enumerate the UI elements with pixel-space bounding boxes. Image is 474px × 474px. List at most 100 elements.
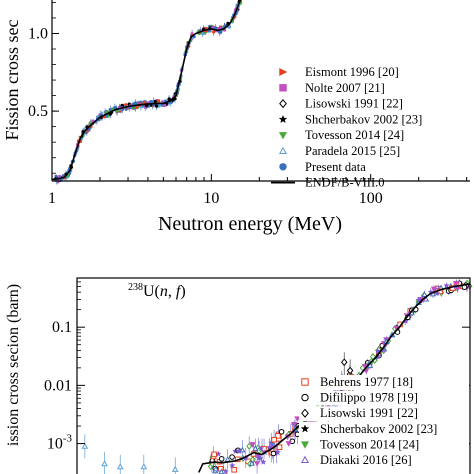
top-data-point (227, 25, 232, 29)
bottom-data-point (274, 448, 281, 456)
top-y-tick-label: 0.5 (28, 103, 48, 120)
bottom-data-point (270, 450, 277, 457)
top-legend-label: Shcherbakov 2002 [23] (305, 112, 422, 126)
bottom-data-point (140, 463, 148, 470)
top-panel: 1 10 100 0.5 1.0 Fission cross sec Neutron e… (2, 0, 470, 235)
bottom-legend-bg (299, 453, 469, 468)
bottom-data-point (235, 447, 243, 455)
bottom-legend-label: Shcherbakov 2002 [23] (320, 422, 437, 436)
bottom-data-point (253, 461, 261, 467)
top-legend-marker (279, 98, 287, 109)
bottom-data-point (346, 366, 354, 375)
bottom-data-point (212, 465, 219, 472)
top-legend-label: Paradela 2015 [25] (305, 144, 400, 158)
top-data-point (162, 103, 167, 108)
bottom-data-point (291, 422, 298, 428)
bottom-legend-marker (301, 408, 309, 418)
bottom-data-point (224, 456, 231, 462)
top-y-tick-label: 1.0 (28, 25, 48, 42)
top-data-point (113, 105, 117, 110)
bottom-legend-marker (300, 455, 310, 464)
bottom-legend: Behrens 1977 [18] Difilippo 1978 [19]Liso… (299, 375, 469, 468)
bottom-y-axis-label: ission cross secion (barn) (5, 284, 22, 446)
top-data-point (133, 101, 138, 105)
top-legend-marker (279, 84, 287, 92)
top-x-axis-label: Neutron energy (MeV) (158, 213, 342, 235)
bottom-legend-bg (299, 375, 469, 390)
top-legend-label: Present data (305, 160, 366, 174)
bottom-legend-label: Behrens 1977 [18] (320, 375, 413, 389)
bottom-data-point (260, 458, 267, 465)
top-legend-marker (278, 132, 288, 140)
top-x-tick-label: 1 (48, 190, 56, 207)
bottom-data-point (101, 460, 108, 467)
bottom-data-point (421, 291, 428, 297)
top-endf-curve (51, 0, 242, 181)
top-data-point (156, 99, 161, 103)
bottom-data-point (231, 466, 237, 473)
bottom-data-point (374, 347, 382, 354)
bottom-data-point (211, 451, 217, 458)
bottom-annotation: 238U(n, f) (128, 282, 186, 300)
top-x-tick-label: 100 (359, 190, 383, 207)
bottom-data-point (294, 416, 301, 423)
top-legend-label: Nolte 2007 [21] (305, 81, 385, 95)
top-data-point (211, 30, 216, 34)
bottom-y-tick-label: 0.1 (52, 319, 72, 336)
top-data-markers (53, 0, 243, 185)
bottom-y-tick-label: 0.01 (44, 377, 72, 394)
bottom-data-point (252, 445, 259, 451)
top-legend-label: ENDF/B-VIII.0 (305, 176, 385, 190)
bottom-data-point (257, 445, 265, 452)
bottom-legend-bg (299, 421, 469, 437)
bottom-data-point (275, 433, 281, 439)
top-legend-label: Eismont 1996 [20] (305, 65, 399, 79)
bottom-data-point (248, 460, 255, 466)
bottom-legend-bg (299, 437, 469, 453)
bottom-data-point (276, 444, 283, 451)
bottom-data-point (171, 465, 179, 472)
bottom-y-tick-label: 10-3 (47, 433, 73, 453)
bottom-data-point (228, 462, 236, 469)
bottom-legend-label: Lisowski 1991 [22] (320, 406, 418, 420)
bottom-data-point (271, 436, 277, 443)
top-axes: 1 10 100 0.5 1.0 (28, 0, 470, 207)
bottom-data-point (285, 441, 292, 447)
top-legend-marker (279, 163, 287, 171)
top-legend-marker (278, 146, 288, 155)
top-legend-label: Lisowski 1991 [22] (305, 97, 403, 111)
bottom-data-point (443, 282, 450, 289)
bottom-data-point (340, 358, 348, 367)
top-legend-label: Tovesson 2014 [24] (305, 128, 404, 142)
bottom-legend-label: Tovesson 2014 [24] (320, 437, 419, 451)
bottom-legend-marker (300, 441, 310, 449)
bottom-data-point (218, 456, 225, 462)
bottom-data-point (222, 468, 230, 474)
top-data-point (154, 104, 159, 108)
bottom-data-point (430, 286, 438, 293)
bottom-legend-bg (299, 390, 469, 406)
top-legend-marker (279, 67, 288, 77)
bottom-data-point (116, 463, 124, 470)
bottom-data-point (415, 296, 422, 303)
bottom-legend-marker (301, 393, 309, 402)
bottom-plot-frame (76, 277, 471, 474)
bottom-data-point (266, 444, 273, 451)
top-data-point (120, 103, 125, 108)
bottom-legend-bg (299, 406, 469, 422)
bottom-legend-marker (301, 378, 309, 386)
bottom-data-point (229, 454, 235, 460)
bottom-legend-label: Diakaki 2016 [26] (320, 453, 412, 467)
bottom-legend-marker (300, 424, 310, 433)
top-data-point (217, 30, 222, 34)
top-data-point (149, 99, 153, 104)
bottom-data-point (81, 442, 89, 449)
top-legend-marker (278, 114, 288, 124)
top-data-point (167, 97, 171, 101)
bottom-data-point (453, 281, 460, 287)
top-x-tick-label: 10 (203, 190, 219, 207)
bottom-legend-label: Difilippo 1978 [19] (320, 391, 418, 405)
bottom-data-point (257, 455, 264, 462)
top-y-axis-label: Fission cross sec (2, 19, 22, 140)
